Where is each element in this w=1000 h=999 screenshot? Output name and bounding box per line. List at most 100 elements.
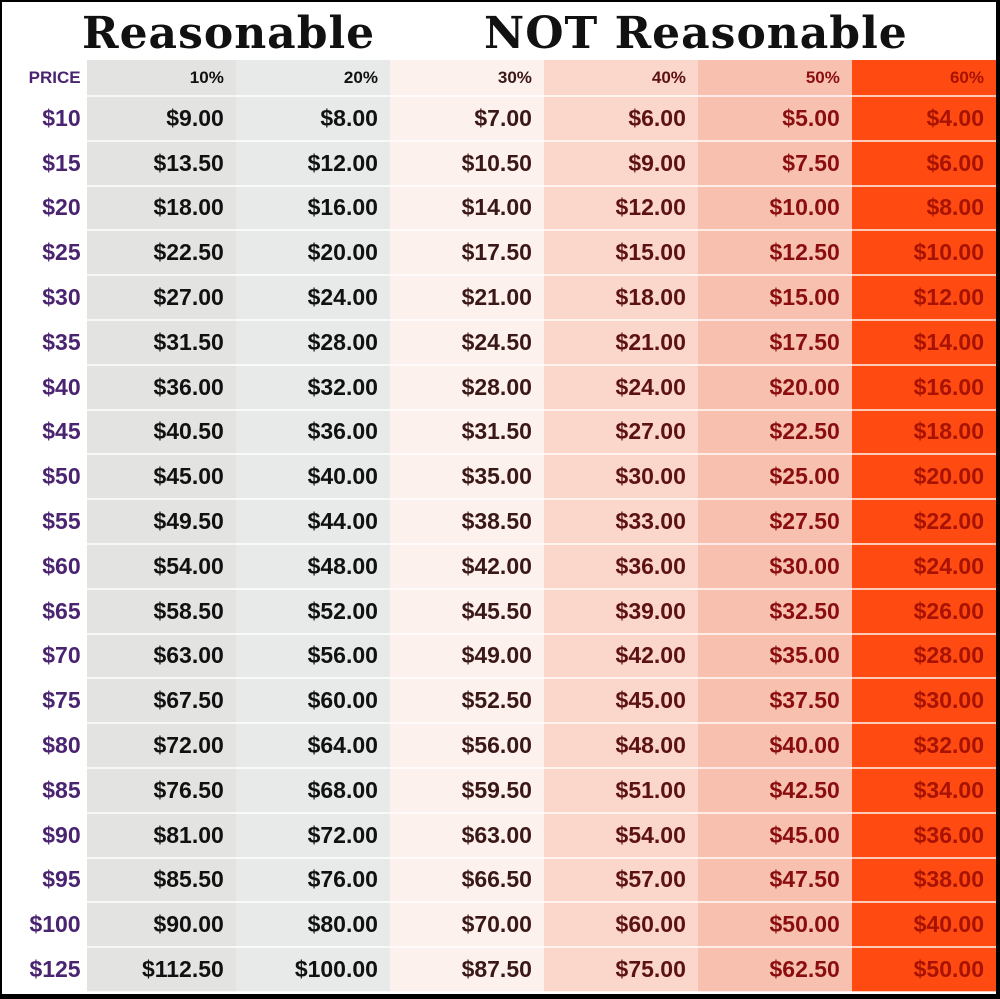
table-row: $70 $63.00 $56.00 $49.00 $42.00 $35.00 $28.00: [2, 633, 996, 680]
discounted-price-cell: $32.00: [235, 364, 390, 411]
price-cell: $95: [2, 857, 87, 904]
discounted-price-cell: $60.00: [235, 678, 390, 725]
discounted-price-cell: $12.00: [543, 185, 698, 232]
price-cell: $10: [2, 96, 87, 142]
table-row: $40 $36.00 $32.00 $28.00 $24.00 $20.00 $16.00: [2, 364, 996, 411]
discounted-price-cell: $10.00: [697, 185, 852, 232]
table-row: $30 $27.00 $24.00 $21.00 $18.00 $15.00 $12.00: [2, 275, 996, 321]
discounted-price-cell: $63.00: [389, 812, 544, 859]
table-row: $15 $13.50 $12.00 $10.50 $9.00 $7.50 $6.00: [2, 140, 996, 187]
discounted-price-cell: $54.00: [543, 812, 698, 859]
discounted-price-cell: $39.00: [543, 588, 698, 635]
discounted-price-cell: $8.00: [235, 96, 390, 142]
discounted-price-cell: $27.00: [543, 409, 698, 456]
discounted-price-cell: $28.00: [389, 364, 544, 411]
discounted-price-cell: $30.00: [697, 543, 852, 590]
discounted-price-cell: $7.00: [389, 96, 544, 142]
table-row: $55 $49.50 $44.00 $38.50 $33.00 $27.50 $22.00: [2, 499, 996, 545]
discounted-price-cell: $15.00: [697, 275, 852, 321]
discounted-price-cell: $30.00: [851, 678, 996, 725]
discounted-price-cell: $9.00: [86, 96, 236, 142]
discounted-price-cell: $42.00: [543, 633, 698, 680]
discounted-price-cell: $13.50: [86, 140, 236, 187]
discounted-price-cell: $22.00: [851, 499, 996, 545]
discounted-price-cell: $52.50: [389, 678, 544, 725]
discounted-price-cell: $24.50: [389, 319, 544, 366]
discounted-price-cell: $6.00: [851, 140, 996, 187]
discounted-price-cell: $40.00: [235, 454, 390, 501]
discounted-price-cell: $4.00: [851, 96, 996, 142]
discounted-price-cell: $12.50: [697, 230, 852, 277]
price-cell: $80: [2, 723, 87, 769]
discounted-price-cell: $35.00: [697, 633, 852, 680]
discounted-price-cell: $44.00: [235, 499, 390, 545]
column-header: 10%: [86, 60, 236, 97]
discounted-price-cell: $48.00: [235, 543, 390, 590]
discounted-price-cell: $56.00: [389, 723, 544, 769]
discounted-price-cell: $57.00: [543, 857, 698, 904]
discounted-price-cell: $21.00: [543, 319, 698, 366]
discounted-price-cell: $5.00: [697, 96, 852, 142]
discounted-price-cell: $60.00: [543, 902, 698, 949]
discounted-price-cell: $22.50: [86, 230, 236, 277]
discounted-price-cell: $33.00: [543, 499, 698, 545]
discounted-price-cell: $28.00: [851, 633, 996, 680]
price-cell: $20: [2, 185, 87, 232]
table-row: $85 $76.50 $68.00 $59.50 $51.00 $42.50 $34.00: [2, 767, 996, 814]
discounted-price-cell: $16.00: [851, 364, 996, 411]
price-cell: $125: [2, 947, 87, 993]
discounted-price-cell: $40.00: [697, 723, 852, 769]
price-cell: $15: [2, 140, 87, 187]
discounted-price-cell: $70.00: [389, 902, 544, 949]
discounted-price-cell: $31.50: [389, 409, 544, 456]
discounted-price-cell: $20.00: [697, 364, 852, 411]
discounted-price-cell: $20.00: [851, 454, 996, 501]
discounted-price-cell: $90.00: [86, 902, 236, 949]
discounted-price-cell: $56.00: [235, 633, 390, 680]
discounted-price-cell: $62.50: [697, 947, 852, 993]
discounted-price-cell: $45.50: [389, 588, 544, 635]
discounted-price-cell: $14.00: [851, 319, 996, 366]
price-cell: $35: [2, 319, 87, 366]
discounted-price-cell: $15.00: [543, 230, 698, 277]
price-cell: $75: [2, 678, 87, 725]
table-row: $90 $81.00 $72.00 $63.00 $54.00 $45.00 $36.00: [2, 812, 996, 859]
discounted-price-cell: $10.50: [389, 140, 544, 187]
title-not-reasonable: NOT Reasonable: [484, 8, 908, 59]
discounted-price-cell: $49.50: [86, 499, 236, 545]
discounted-price-cell: $72.00: [235, 812, 390, 859]
price-cell: $60: [2, 543, 87, 590]
discounted-price-cell: $50.00: [851, 947, 996, 993]
discounted-price-cell: $24.00: [851, 543, 996, 590]
discounted-price-cell: $6.00: [543, 96, 698, 142]
discounted-price-cell: $76.50: [86, 767, 236, 814]
discounted-price-cell: $36.00: [543, 543, 698, 590]
column-header: 50%: [697, 60, 852, 97]
discounted-price-cell: $49.00: [389, 633, 544, 680]
price-cell: $25: [2, 230, 87, 277]
price-cell: $85: [2, 767, 87, 814]
price-cell: $50: [2, 454, 87, 501]
discounted-price-cell: $68.00: [235, 767, 390, 814]
column-header: 40%: [543, 60, 698, 97]
table-row: $35 $31.50 $28.00 $24.50 $21.00 $17.50 $14.00: [2, 319, 996, 366]
discounted-price-cell: $72.00: [86, 723, 236, 769]
price-cell: $55: [2, 499, 87, 545]
discounted-price-cell: $12.00: [235, 140, 390, 187]
table-row: $45 $40.50 $36.00 $31.50 $27.00 $22.50 $18.00: [2, 409, 996, 456]
discounted-price-cell: $38.50: [389, 499, 544, 545]
discounted-price-cell: $14.00: [389, 185, 544, 232]
discounted-price-cell: $8.00: [851, 185, 996, 232]
table-row: $95 $85.50 $76.00 $66.50 $57.00 $47.50 $38.00: [2, 857, 996, 904]
discounted-price-cell: $45.00: [86, 454, 236, 501]
discounted-price-cell: $27.50: [697, 499, 852, 545]
column-header: 60%: [851, 60, 996, 97]
discounted-price-cell: $10.00: [851, 230, 996, 277]
discounted-price-cell: $51.00: [543, 767, 698, 814]
header-row: PRICE 10% 20% 30% 40% 50% 60%: [2, 60, 996, 97]
discounted-price-cell: $17.50: [389, 230, 544, 277]
table-row: $20 $18.00 $16.00 $14.00 $12.00 $10.00 $8.00: [2, 185, 996, 232]
table-row: $125 $112.50 $100.00 $87.50 $75.00 $62.50 $50.…: [2, 947, 996, 993]
table-row: $60 $54.00 $48.00 $42.00 $36.00 $30.00 $24.00: [2, 543, 996, 590]
